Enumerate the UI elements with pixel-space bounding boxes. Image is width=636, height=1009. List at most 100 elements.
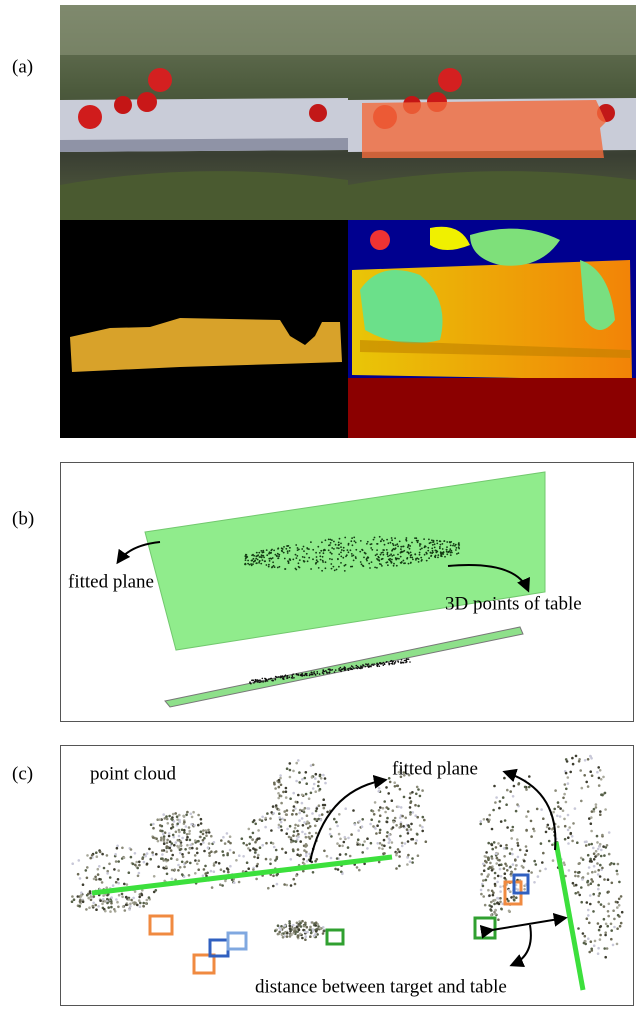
point — [416, 816, 419, 819]
point — [168, 832, 171, 835]
point — [194, 872, 197, 875]
point — [203, 868, 206, 871]
point — [586, 917, 589, 920]
point — [583, 774, 586, 777]
point — [295, 569, 297, 571]
point — [385, 786, 388, 789]
point — [109, 910, 112, 913]
point — [268, 564, 270, 566]
point — [117, 860, 120, 863]
point — [600, 849, 603, 852]
point — [604, 956, 607, 959]
point — [358, 820, 361, 823]
point — [207, 846, 210, 849]
point — [597, 848, 600, 851]
point — [423, 538, 425, 540]
point — [215, 850, 218, 853]
point — [124, 909, 127, 912]
point — [248, 828, 251, 831]
point — [90, 899, 93, 902]
point — [304, 922, 307, 925]
point — [545, 831, 548, 834]
point — [494, 872, 497, 875]
point — [491, 844, 494, 847]
point — [210, 835, 213, 838]
point — [296, 922, 299, 925]
point — [309, 935, 312, 938]
point — [310, 932, 313, 935]
point — [322, 774, 325, 777]
point — [322, 556, 324, 558]
point — [599, 926, 602, 929]
point — [409, 548, 411, 550]
point — [341, 873, 344, 876]
point — [503, 867, 506, 870]
point — [89, 857, 92, 860]
point — [292, 792, 295, 795]
point — [410, 562, 412, 564]
point — [304, 777, 307, 780]
point — [283, 883, 286, 886]
point — [612, 909, 615, 912]
point — [79, 900, 82, 903]
point — [356, 866, 359, 869]
point — [597, 947, 600, 950]
point — [376, 663, 378, 665]
point — [419, 545, 421, 547]
point — [175, 841, 178, 844]
point — [86, 877, 89, 880]
point — [152, 854, 155, 857]
point — [411, 557, 413, 559]
point — [118, 894, 121, 897]
point — [218, 862, 221, 865]
point — [572, 822, 575, 825]
point — [383, 540, 385, 542]
point — [226, 867, 229, 870]
point — [113, 868, 116, 871]
point — [129, 903, 132, 906]
point — [564, 825, 567, 828]
point — [311, 921, 314, 924]
point — [602, 845, 605, 848]
point — [292, 809, 295, 812]
point — [306, 820, 309, 823]
point — [432, 544, 434, 546]
point — [272, 805, 275, 808]
point — [386, 817, 389, 820]
point — [153, 875, 156, 878]
point — [395, 559, 397, 561]
point — [280, 784, 283, 787]
point — [388, 662, 390, 664]
point — [264, 817, 267, 820]
point — [328, 539, 330, 541]
point — [337, 558, 339, 560]
point — [388, 834, 391, 837]
point — [373, 663, 375, 665]
point — [453, 543, 455, 545]
point — [417, 540, 419, 542]
point — [126, 883, 129, 886]
point — [512, 826, 515, 829]
point — [189, 839, 192, 842]
point — [146, 899, 149, 902]
point — [295, 780, 298, 783]
point — [362, 665, 364, 667]
point — [510, 874, 513, 877]
point — [371, 561, 373, 563]
point — [587, 854, 590, 857]
point — [278, 816, 281, 819]
point — [314, 825, 317, 828]
point — [222, 836, 225, 839]
point — [499, 885, 502, 888]
point — [572, 763, 575, 766]
point — [271, 680, 273, 682]
point — [285, 548, 287, 550]
point — [523, 888, 526, 891]
point — [363, 840, 366, 843]
point — [586, 881, 589, 884]
point — [606, 947, 609, 950]
point — [357, 838, 360, 841]
point — [544, 868, 547, 871]
point — [524, 853, 527, 856]
point — [176, 815, 179, 818]
